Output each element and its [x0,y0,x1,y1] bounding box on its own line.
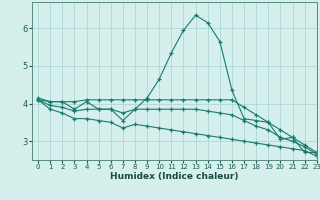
X-axis label: Humidex (Indice chaleur): Humidex (Indice chaleur) [110,172,239,181]
